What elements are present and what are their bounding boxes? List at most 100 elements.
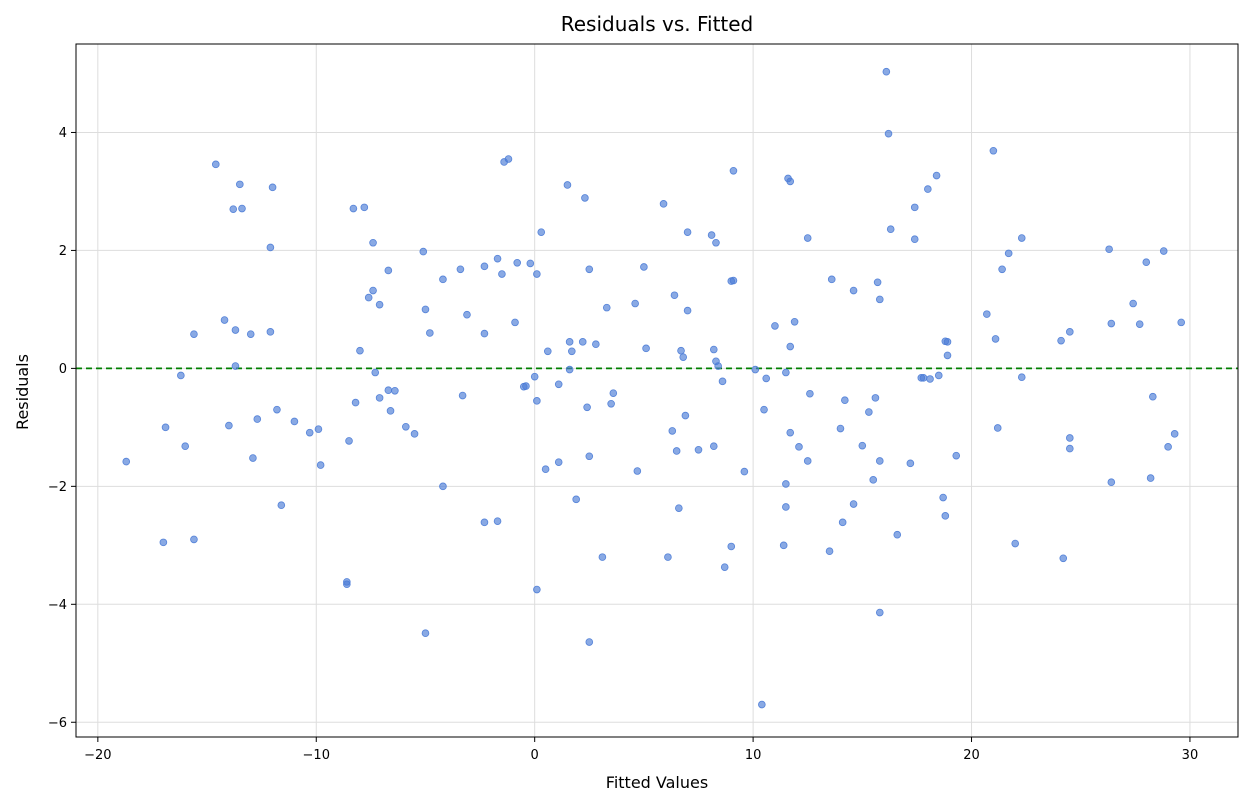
x-tick-label: 20 bbox=[963, 748, 980, 763]
x-tick-label: 30 bbox=[1182, 748, 1199, 763]
data-point bbox=[1105, 245, 1113, 254]
data-point bbox=[463, 310, 471, 319]
data-point bbox=[541, 465, 550, 474]
data-point bbox=[631, 299, 639, 308]
data-point bbox=[873, 278, 882, 287]
data-point bbox=[983, 310, 991, 318]
y-tick-label: 4 bbox=[59, 126, 67, 141]
data-point bbox=[782, 503, 790, 511]
data-point bbox=[421, 629, 430, 637]
data-point bbox=[419, 247, 428, 256]
data-point bbox=[533, 270, 541, 278]
data-point bbox=[602, 303, 611, 312]
data-point bbox=[1135, 320, 1144, 328]
x-tick-label: −20 bbox=[84, 748, 111, 763]
data-point bbox=[351, 398, 360, 407]
data-point bbox=[426, 329, 434, 337]
data-point bbox=[585, 265, 594, 274]
data-point bbox=[677, 346, 685, 355]
data-point bbox=[640, 263, 648, 271]
data-point bbox=[181, 442, 190, 451]
data-point bbox=[375, 394, 384, 402]
data-point bbox=[581, 194, 589, 202]
data-point bbox=[825, 547, 834, 556]
data-point bbox=[740, 467, 749, 476]
data-point bbox=[919, 374, 928, 382]
data-point bbox=[369, 238, 377, 247]
data-point bbox=[384, 386, 393, 395]
data-point bbox=[456, 265, 465, 274]
data-point bbox=[598, 553, 607, 561]
data-point bbox=[159, 538, 168, 547]
data-point bbox=[762, 374, 771, 383]
data-point bbox=[526, 259, 535, 268]
data-point bbox=[554, 458, 563, 466]
data-point bbox=[841, 396, 849, 405]
data-point bbox=[563, 181, 572, 189]
data-point bbox=[277, 501, 286, 510]
data-point bbox=[360, 203, 369, 212]
data-point bbox=[664, 553, 672, 561]
data-point bbox=[493, 517, 502, 525]
data-point bbox=[305, 428, 314, 437]
data-point bbox=[893, 530, 902, 539]
data-point bbox=[266, 328, 275, 336]
data-point bbox=[681, 411, 690, 420]
chart-title: Residuals vs. Fitted bbox=[561, 12, 754, 36]
data-point bbox=[906, 459, 915, 468]
data-point bbox=[246, 330, 255, 338]
data-point bbox=[565, 365, 574, 374]
points-layer bbox=[122, 67, 1186, 709]
data-point bbox=[882, 67, 891, 76]
data-point bbox=[795, 443, 803, 451]
data-point bbox=[1142, 258, 1151, 267]
y-tick-label: −4 bbox=[48, 598, 67, 613]
data-point bbox=[1107, 319, 1116, 328]
data-point bbox=[991, 335, 1000, 343]
data-point bbox=[943, 351, 952, 360]
data-point bbox=[939, 493, 947, 502]
data-point bbox=[533, 397, 541, 405]
data-point bbox=[578, 338, 587, 346]
x-axis-label: Fitted Values bbox=[606, 773, 708, 792]
data-point bbox=[1107, 478, 1116, 487]
data-point bbox=[375, 300, 384, 309]
data-point bbox=[633, 467, 642, 475]
data-point bbox=[504, 155, 513, 163]
data-point bbox=[190, 330, 198, 338]
data-point bbox=[729, 276, 738, 285]
data-point bbox=[786, 177, 795, 186]
data-point bbox=[668, 427, 677, 435]
y-tick-label: 0 bbox=[59, 362, 67, 377]
data-point bbox=[871, 394, 880, 402]
data-point bbox=[402, 422, 410, 431]
data-point bbox=[177, 371, 185, 380]
data-point bbox=[886, 225, 895, 233]
data-point bbox=[884, 129, 893, 138]
data-point bbox=[926, 375, 934, 383]
data-point bbox=[161, 423, 170, 432]
data-point bbox=[838, 518, 847, 527]
data-point bbox=[790, 317, 799, 326]
data-point bbox=[225, 421, 233, 430]
data-point bbox=[924, 185, 932, 193]
data-point bbox=[670, 291, 679, 300]
data-point bbox=[229, 205, 238, 213]
data-point bbox=[1066, 444, 1074, 453]
data-point bbox=[220, 316, 229, 324]
data-point bbox=[869, 476, 878, 484]
data-point bbox=[513, 259, 522, 267]
data-point bbox=[760, 405, 768, 414]
data-point bbox=[480, 329, 489, 338]
data-point bbox=[642, 344, 650, 353]
data-point bbox=[1066, 434, 1074, 442]
data-point bbox=[498, 270, 506, 278]
data-point bbox=[675, 504, 683, 512]
x-axis-ticks: −20 −10 0 10 20 30 bbox=[84, 737, 1198, 763]
data-point bbox=[1159, 247, 1168, 255]
y-tick-label: 2 bbox=[59, 244, 67, 259]
data-point bbox=[607, 399, 615, 408]
data-point bbox=[480, 518, 489, 527]
data-point bbox=[122, 457, 131, 466]
